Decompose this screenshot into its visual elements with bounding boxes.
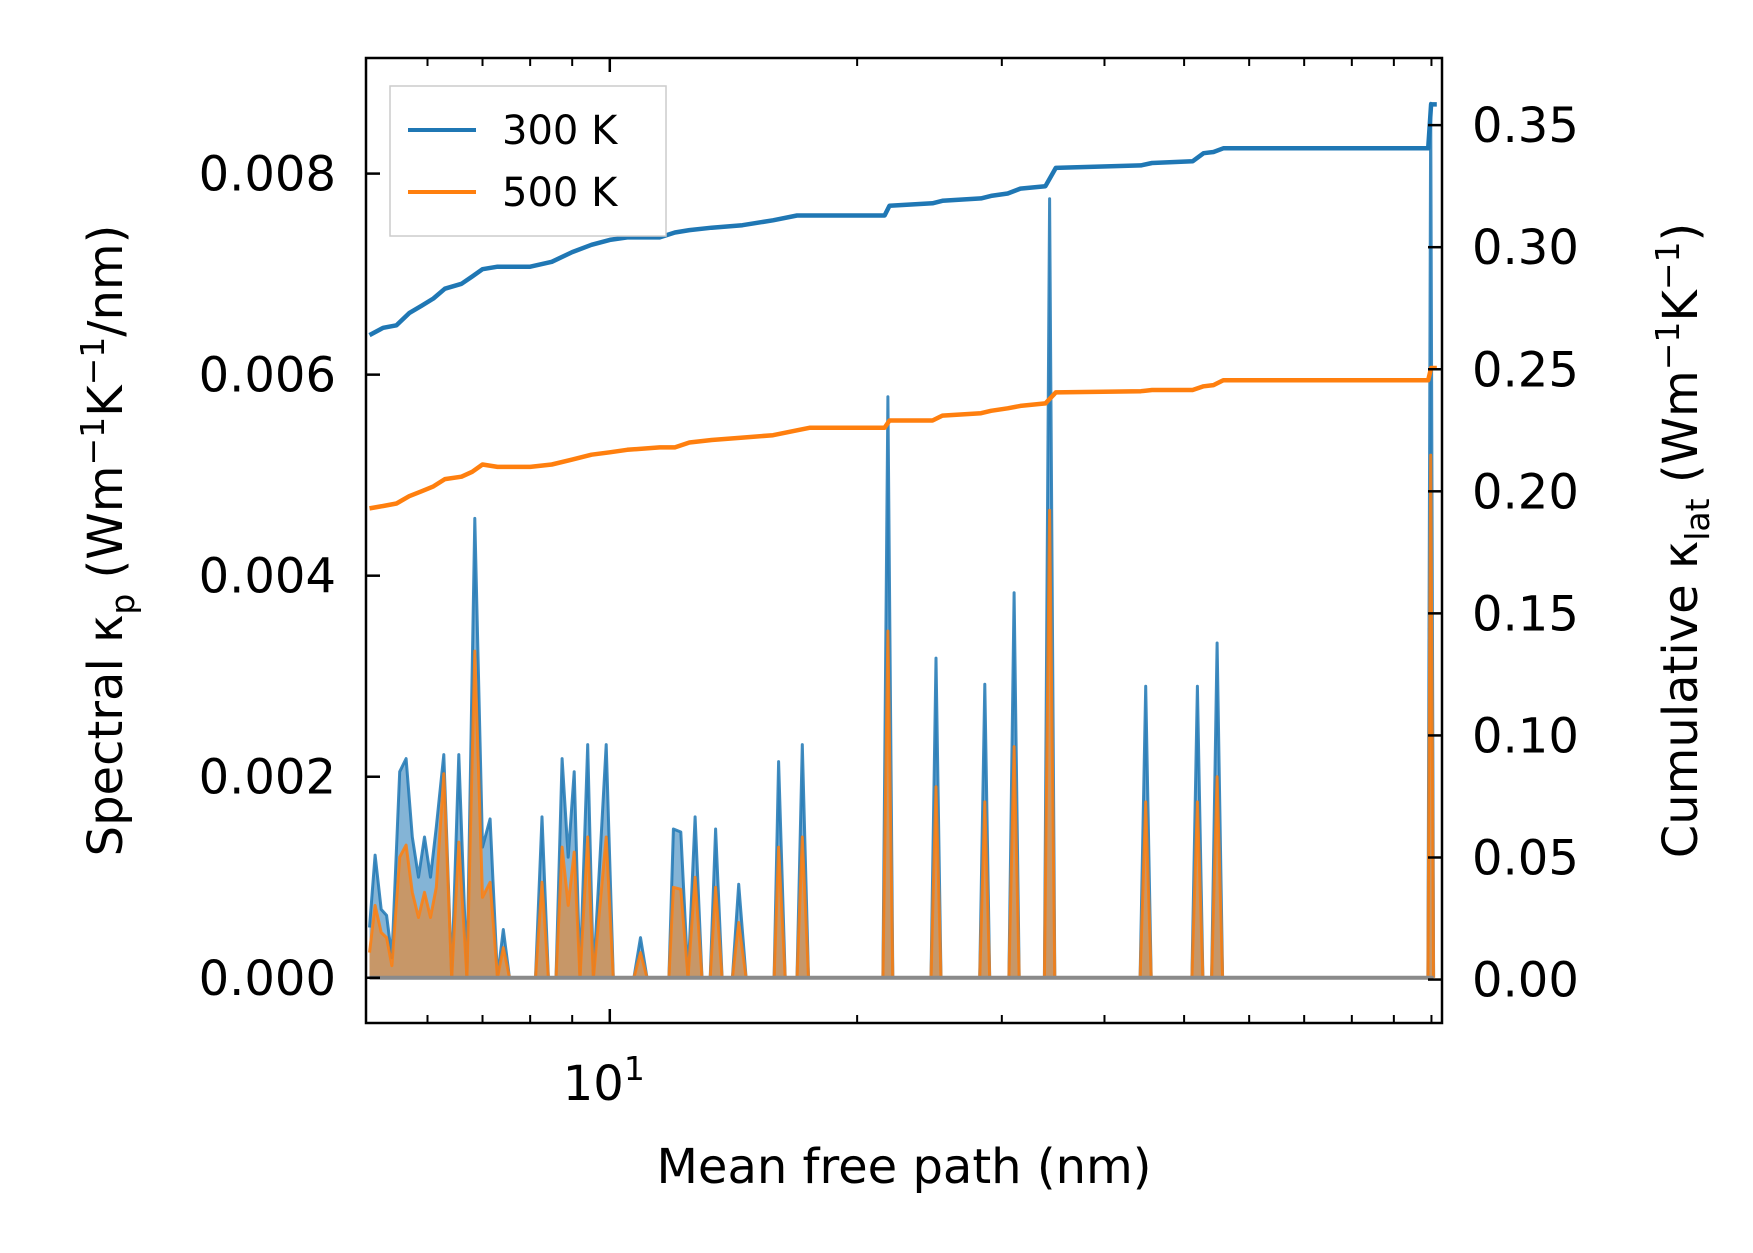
tick-label-layer: 0.000 0.002 0.004 0.006 0.008 0.00 0.05 0.10 0.1… [199, 98, 1579, 1112]
y-left-tick-label: 0.002 [199, 750, 336, 806]
y-right-title-superscript: −1 [1648, 241, 1687, 290]
y-left-title-superscript: −1 [73, 417, 112, 466]
y-right-title-part: K [1653, 289, 1709, 322]
y-right-tick-label: 0.35 [1472, 98, 1579, 154]
y-axis-left-title: Spectral κp (Wm−1K−1/nm) [73, 225, 142, 857]
legend-box [389, 85, 667, 237]
y-left-title-subscript: p [103, 594, 142, 615]
cumulative-line-300k [368, 102, 1437, 338]
legend-label-500k: 500 K [502, 170, 619, 216]
cumulative-series-layer [368, 102, 1437, 511]
y-right-tick-label: 0.05 [1472, 830, 1579, 886]
y-right-tick-label: 0.15 [1472, 586, 1579, 642]
y-left-title-part: Spectral κ [78, 615, 134, 857]
x-axis-title: Mean free path (nm) [657, 1139, 1152, 1195]
legend: 300 K 500 K [389, 85, 667, 237]
y-axis-right-title: Cumulative κlat (Wm−1K−1) [1648, 223, 1717, 859]
y-right-title-subscript: lat [1678, 498, 1717, 540]
y-left-title-part: /nm) [78, 225, 134, 337]
y-left-tick-label: 0.000 [199, 951, 336, 1007]
y-left-title-part: K [78, 384, 134, 417]
legend-label-300k: 300 K [502, 108, 619, 154]
y-left-tick-label: 0.006 [199, 348, 336, 404]
y-left-tick-label: 0.004 [199, 549, 336, 605]
y-right-title-part: Cumulative κ [1653, 541, 1709, 859]
spectral-area-500k [369, 455, 1434, 978]
y-right-tick-label: 0.00 [1472, 953, 1579, 1009]
x-tick-label-base: 10 [563, 1056, 624, 1112]
y-right-title-superscript: −1 [1648, 322, 1687, 371]
y-right-tick-label: 0.20 [1472, 464, 1579, 520]
plot-frame [364, 56, 1444, 1025]
y-right-title-part: (Wm [1653, 370, 1709, 498]
y-right-tick-label: 0.30 [1472, 220, 1579, 276]
spectral-series-layer [368, 101, 1436, 980]
y-right-tick-label: 0.25 [1472, 342, 1579, 398]
spectral-line-500k [368, 453, 1436, 980]
cumulative-line-500k [369, 365, 1437, 511]
tick-layer [366, 58, 1442, 1023]
x-tick-label: 101 [563, 1049, 645, 1112]
y-right-tick-label: 0.10 [1472, 708, 1579, 764]
x-tick-label-exponent: 1 [624, 1049, 645, 1088]
y-left-title-superscript: −1 [73, 337, 112, 386]
y-left-title-part: (Wm [78, 466, 134, 594]
y-left-tick-label: 0.008 [199, 147, 336, 203]
spectral-line-300k [368, 101, 1436, 980]
y-right-title-part: ) [1653, 223, 1709, 242]
